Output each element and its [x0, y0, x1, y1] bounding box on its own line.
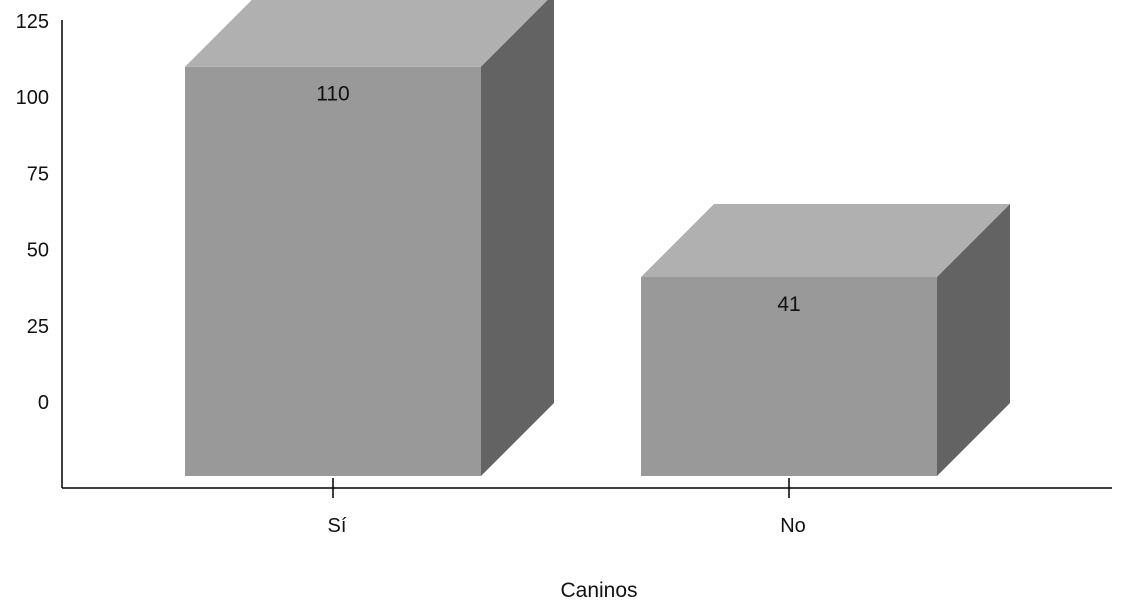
y-tick-label: 0 — [38, 392, 49, 414]
x-tick-label: No — [780, 515, 806, 537]
y-tick-label: 75 — [27, 163, 49, 185]
x-tick-labels: Sí No — [328, 478, 806, 537]
y-tick-label: 125 — [16, 11, 49, 33]
bar-front-face — [185, 66, 481, 476]
bar-side-face — [481, 0, 554, 476]
y-tick-label: 25 — [27, 316, 49, 338]
x-axis-title: Caninos — [560, 579, 637, 602]
bar-top-face — [641, 204, 1010, 278]
bar-front-face — [641, 277, 937, 476]
x-tick-label: Sí — [328, 515, 347, 537]
y-axis: 0 25 50 75 100 125 — [16, 11, 63, 488]
bars: 110 41 — [185, 0, 1010, 477]
bar-si: 110 — [185, 0, 554, 476]
y-tick-labels: 0 25 50 75 100 125 — [16, 11, 49, 414]
bar-no: 41 — [641, 204, 1010, 477]
bar-side-face — [937, 204, 1010, 477]
bar-data-label: 110 — [316, 83, 349, 106]
bar-data-label: 41 — [777, 293, 800, 316]
x-axis: Sí No — [62, 478, 1112, 537]
bar-top-face — [185, 0, 548, 67]
y-tick-label: 50 — [27, 240, 49, 262]
y-tick-label: 100 — [16, 87, 49, 109]
